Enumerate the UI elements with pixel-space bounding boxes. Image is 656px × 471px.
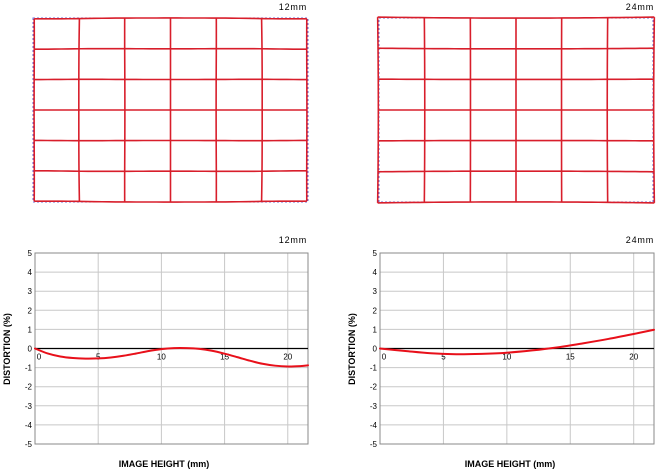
x-tick-label: 15 <box>566 353 575 362</box>
y-tick-label: -3 <box>25 402 33 411</box>
y-tick-label: 2 <box>28 306 33 315</box>
y-tick-label: -4 <box>25 421 33 430</box>
x-axis-label: IMAGE HEIGHT (mm) <box>119 459 210 469</box>
y-tick-label: 0 <box>373 345 378 354</box>
pattern-horizontal-line <box>34 17 307 20</box>
y-tick-label: 3 <box>373 287 378 296</box>
grid-pattern-focal-label: 24mm <box>626 2 654 12</box>
y-tick-label: -3 <box>370 402 378 411</box>
grid-pattern-focal-label: 12mm <box>279 2 307 12</box>
x-tick-label: 0 <box>37 353 42 362</box>
x-tick-label: 5 <box>441 353 446 362</box>
pattern-horizontal-line <box>34 200 307 203</box>
x-tick-label: 10 <box>502 353 511 362</box>
x-tick-label: 10 <box>157 353 166 362</box>
y-tick-label: 2 <box>373 306 378 315</box>
distortion-curve <box>379 328 655 356</box>
pattern-vertical-line <box>376 17 380 203</box>
y-tick-label: -2 <box>25 383 33 392</box>
x-tick-label: 5 <box>96 353 101 362</box>
y-tick-label: 5 <box>28 249 33 258</box>
y-tick-label: 1 <box>28 325 33 334</box>
y-tick-label: -5 <box>370 440 378 449</box>
pattern-horizontal-line <box>378 170 654 173</box>
pattern-horizontal-line <box>34 47 307 51</box>
x-tick-label: 0 <box>382 353 387 362</box>
y-tick-label: -5 <box>25 440 33 449</box>
x-tick-label: 20 <box>283 353 292 362</box>
grid-pattern-12mm: 12mm <box>32 2 309 203</box>
chart-title: 12mm <box>279 235 307 245</box>
pattern-vertical-line <box>652 17 656 203</box>
y-tick-label: 5 <box>373 249 378 258</box>
grid-pattern-lines <box>376 16 656 204</box>
y-tick-label: -1 <box>25 364 33 373</box>
y-tick-label: 0 <box>28 345 33 354</box>
x-axis-label: IMAGE HEIGHT (mm) <box>465 459 556 469</box>
distortion-chart-24mm: 24mm DISTORTION (%) IMAGE HEIGHT (mm) 5 4… <box>347 235 655 469</box>
y-tick-label: 4 <box>28 268 33 277</box>
distortion-curve <box>34 347 309 368</box>
x-tick-label: 20 <box>629 353 638 362</box>
y-axis-label: DISTORTION (%) <box>347 313 357 385</box>
grid-pattern-lines <box>32 17 309 203</box>
pattern-horizontal-line <box>378 47 654 50</box>
y-tick-label: -4 <box>370 421 378 430</box>
y-tick-label: 4 <box>373 268 378 277</box>
pattern-horizontal-line <box>377 16 655 19</box>
chart-title: 24mm <box>626 235 654 245</box>
x-tick-label: 15 <box>220 353 229 362</box>
y-tick-label: -1 <box>370 364 378 373</box>
grid-pattern-24mm: 24mm <box>376 2 656 204</box>
pattern-horizontal-line <box>34 169 307 173</box>
y-axis-label: DISTORTION (%) <box>2 313 12 385</box>
y-tick-label: 3 <box>28 287 33 296</box>
distortion-chart-12mm: 12mm DISTORTION (%) IMAGE HEIGHT (mm) 5 4… <box>2 235 309 469</box>
y-tick-label: -2 <box>370 383 378 392</box>
y-tick-label: 1 <box>373 325 378 334</box>
pattern-horizontal-line <box>377 201 655 204</box>
